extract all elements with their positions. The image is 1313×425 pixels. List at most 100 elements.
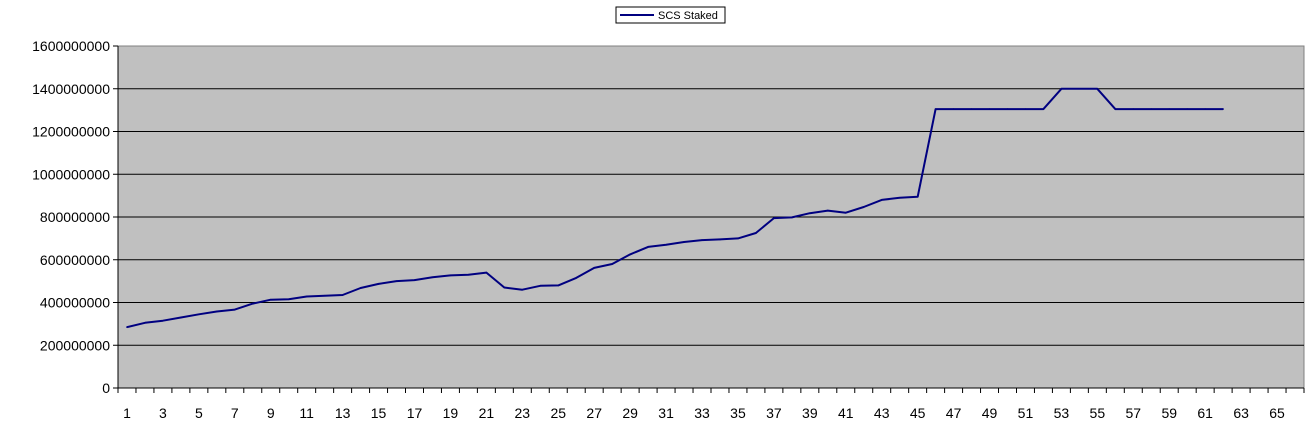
x-tick-label: 65 bbox=[1269, 405, 1285, 421]
data-point bbox=[1078, 87, 1081, 90]
data-point bbox=[1132, 108, 1135, 110]
data-point bbox=[180, 316, 182, 319]
data-point bbox=[862, 206, 865, 208]
data-point bbox=[1150, 108, 1153, 110]
data-point bbox=[467, 273, 470, 276]
x-tick-label: 13 bbox=[335, 405, 351, 421]
data-point bbox=[701, 239, 703, 241]
data-point bbox=[809, 212, 811, 214]
x-tick-label: 5 bbox=[195, 405, 203, 421]
y-axis: 0 200000000 400000000 600000000 800000000 100… bbox=[32, 38, 119, 396]
data-point bbox=[898, 196, 901, 199]
x-tick-label: 57 bbox=[1125, 405, 1141, 421]
y-tick-label: 0 bbox=[102, 380, 110, 396]
x-tick-label: 19 bbox=[443, 405, 459, 421]
data-point bbox=[647, 246, 649, 248]
x-tick-label: 45 bbox=[910, 405, 926, 421]
data-point bbox=[880, 199, 883, 201]
x-tick-label: 55 bbox=[1090, 405, 1106, 421]
data-point bbox=[827, 209, 829, 212]
data-point bbox=[844, 211, 847, 214]
data-point bbox=[341, 294, 344, 296]
y-tick-label: 1000000000 bbox=[32, 166, 110, 182]
x-tick-label: 15 bbox=[371, 405, 387, 421]
y-tick-label: 800000000 bbox=[40, 209, 110, 225]
data-point bbox=[1024, 108, 1027, 110]
x-tick-label: 41 bbox=[838, 405, 854, 421]
x-tick-label: 17 bbox=[407, 405, 423, 421]
data-point bbox=[970, 108, 973, 110]
data-point bbox=[323, 294, 326, 297]
x-tick-label: 11 bbox=[299, 405, 314, 421]
series-line-scs-staked bbox=[126, 87, 1224, 329]
data-point bbox=[485, 271, 488, 274]
data-point bbox=[521, 288, 524, 291]
y-tick-label: 1600000000 bbox=[32, 38, 110, 54]
data-point bbox=[916, 195, 919, 198]
x-tick-label: 3 bbox=[159, 405, 167, 421]
data-point bbox=[198, 313, 200, 316]
data-point bbox=[269, 298, 272, 301]
data-point bbox=[144, 322, 146, 324]
data-point bbox=[952, 108, 955, 110]
x-tick-label: 33 bbox=[694, 405, 710, 421]
x-tick-label: 9 bbox=[267, 405, 275, 421]
x-tick-label: 63 bbox=[1233, 405, 1249, 421]
x-axis: 1 3 5 7 9 11 13 15 17 19 21 23 25 27 29 31 33 35 37 39 41 43 4… bbox=[117, 387, 1305, 421]
data-point bbox=[162, 319, 164, 322]
data-point bbox=[665, 243, 667, 246]
data-point bbox=[773, 217, 775, 219]
legend: SCS Staked bbox=[615, 6, 726, 24]
data-point bbox=[449, 274, 452, 277]
x-tick-label: 43 bbox=[874, 405, 890, 421]
y-tick-label: 1400000000 bbox=[32, 81, 110, 97]
data-point bbox=[413, 279, 416, 281]
gridlines bbox=[118, 88, 1304, 346]
data-point bbox=[251, 302, 254, 305]
data-point bbox=[431, 276, 434, 279]
x-tick-label: 51 bbox=[1018, 405, 1034, 421]
data-point bbox=[1186, 108, 1188, 110]
data-point bbox=[557, 284, 560, 287]
y-tick-label: 200000000 bbox=[40, 337, 110, 353]
data-point bbox=[719, 238, 721, 241]
data-point bbox=[126, 326, 128, 328]
data-point bbox=[683, 241, 685, 243]
x-tick-label: 27 bbox=[586, 405, 602, 421]
data-point bbox=[791, 216, 793, 219]
data-point bbox=[1042, 108, 1045, 110]
data-point bbox=[1204, 108, 1206, 110]
data-point bbox=[1096, 87, 1099, 90]
data-point bbox=[359, 287, 362, 289]
y-tick-label: 600000000 bbox=[40, 252, 110, 268]
data-point bbox=[305, 295, 308, 298]
x-tick-label: 35 bbox=[730, 405, 746, 421]
data-point bbox=[503, 286, 506, 289]
x-tick-label: 29 bbox=[622, 405, 638, 421]
data-point bbox=[1114, 108, 1117, 110]
data-point bbox=[377, 283, 380, 285]
x-tick-label: 1 bbox=[123, 405, 131, 421]
data-point bbox=[593, 267, 595, 269]
data-point bbox=[737, 237, 739, 240]
x-tick-label: 21 bbox=[479, 405, 495, 421]
legend-label-scs-staked: SCS Staked bbox=[658, 10, 718, 22]
y-tick-label: 1200000000 bbox=[32, 124, 110, 140]
x-tick-label: 59 bbox=[1161, 405, 1177, 421]
x-tick-label: 25 bbox=[550, 405, 566, 421]
data-point bbox=[234, 308, 236, 311]
x-tick-label: 31 bbox=[658, 405, 674, 421]
x-tick-label: 39 bbox=[802, 405, 818, 421]
x-tick-label: 23 bbox=[515, 405, 531, 421]
data-point bbox=[611, 263, 613, 265]
data-point bbox=[216, 310, 218, 313]
series-layer bbox=[126, 87, 1224, 329]
data-point bbox=[934, 108, 937, 110]
data-point bbox=[1006, 108, 1009, 110]
data-point bbox=[1060, 87, 1063, 90]
x-tick-label: 7 bbox=[231, 405, 239, 421]
data-point bbox=[1222, 108, 1224, 110]
data-point bbox=[755, 232, 757, 234]
data-point bbox=[575, 277, 578, 279]
